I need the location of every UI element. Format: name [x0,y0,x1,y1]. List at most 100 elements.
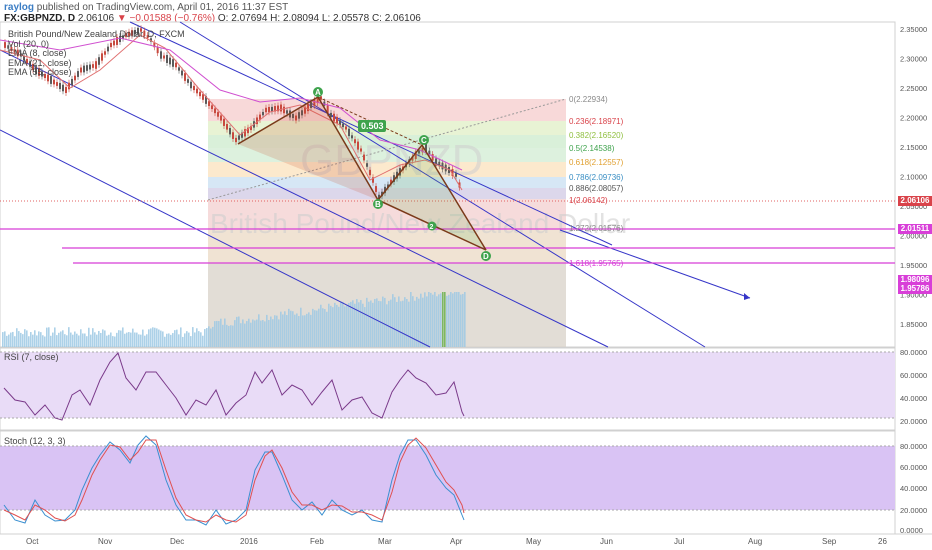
volume-bar [126,332,128,347]
volume-bar [404,297,406,347]
pattern-point-a[interactable]: A [313,87,323,97]
candle-body [92,64,94,68]
volume-bar [70,332,72,347]
rsi-tick: 80.0000 [900,348,927,357]
volume-bar [176,329,178,347]
candle-body [360,148,362,152]
candle-body [271,106,273,112]
price-axis[interactable]: 2.35000 2.30000 2.25000 2.20000 2.15000 2.100… [900,25,927,329]
pattern-point-2[interactable]: 2 [427,221,437,232]
volume-bar [40,332,42,347]
volume-bar [42,335,44,347]
volume-bar [356,299,358,347]
volume-bar [286,315,288,347]
volume-bar [224,318,226,347]
volume-bar [88,327,90,347]
volume-bar [2,332,4,347]
candle-body [77,71,79,77]
time-tick: Jul [674,537,684,546]
candle-body [226,124,228,130]
volume-bar [346,305,348,347]
time-tick: Sep [822,537,837,546]
candle-body [301,110,303,116]
legend-vol[interactable]: Vol (20, 0) [8,38,50,49]
ratio-badge: 0.503 [358,120,386,132]
svg-text:B: B [375,200,381,209]
volume-bar [152,327,154,347]
volume-bar [190,336,192,347]
volume-bar [172,333,174,347]
candle-body [143,30,146,37]
candle-body [32,63,34,71]
pattern-point-c[interactable]: C [419,135,429,145]
volume-bar [74,331,76,347]
stoch-tick: 20.0000 [900,506,927,515]
legend-ema8[interactable]: EMA (8, close) [8,48,67,58]
rsi-axis[interactable]: 80.0000 60.0000 40.0000 20.0000 [900,348,927,426]
time-tick: Nov [98,537,112,546]
volume-bar [396,301,398,347]
time-axis[interactable]: Oct Nov Dec 2016 Feb Mar Apr May Jun Jul Aug Sep 26 [26,537,887,546]
candle-body [435,158,437,166]
candle-body [128,31,130,37]
volume-bar [444,292,446,347]
legend-ema55[interactable]: EMA (55, close) [8,67,72,77]
volume-bar [6,335,8,347]
volume-bar [20,332,22,347]
candle-body [202,94,204,100]
volume-bar [322,308,324,347]
volume-bar [48,327,50,347]
pattern-point-d[interactable]: D [481,251,491,261]
volume-bar [150,328,152,347]
volume-bar [370,300,372,347]
volume-bar [290,310,292,347]
candle-body [65,87,67,93]
time-tick: Oct [26,537,39,546]
volume-bar [194,332,196,347]
pattern-point-b[interactable]: B [373,199,383,209]
support-lines[interactable] [0,228,895,264]
author-link[interactable]: raylog [4,2,35,13]
volume-bar [434,292,436,347]
candle-body [316,97,319,103]
volume-bar [426,296,428,347]
volume-bar [22,334,24,347]
volume-bar [94,332,96,347]
fib-level-label: 0.236(2.18971) [569,117,624,126]
candle-body [247,127,249,134]
legend-ema21[interactable]: EMA (21, close) [8,57,72,68]
volume-bar [240,323,242,347]
volume-bar [108,334,110,347]
volume-bar [156,328,158,347]
price-tick: 1.85000 [900,320,927,329]
legend-title[interactable]: British Pound/New Zealand Dollar, D, FXC… [8,29,185,39]
candle-body [184,73,186,81]
volume-bar [390,299,392,347]
stoch-label[interactable]: Stoch (12, 3, 3) [4,436,66,446]
volume-bar [160,330,162,347]
volume-bar [226,324,228,347]
svg-text:C: C [421,136,427,145]
candle-body [199,91,201,97]
price-tick: 2.30000 [900,55,927,64]
stoch-axis[interactable]: 80.0000 60.0000 40.0000 20.0000 0.0000 [900,442,927,535]
candle-body [26,58,28,64]
candles[interactable] [4,24,461,205]
volume-bar [184,333,186,347]
volume-bar [428,292,430,347]
volume-bar [294,314,296,347]
symbol-label[interactable]: FX:GBPNZD, D [4,13,76,24]
volume-bar [312,308,314,347]
trend-channel[interactable] [0,21,751,348]
volume-bar [414,300,416,347]
volume-bar [234,320,236,347]
volume-bar [440,293,442,347]
volume-bar [410,292,412,347]
candle-body [140,28,142,32]
volume-bar [402,300,404,347]
volume-bar [244,323,246,347]
rsi-label[interactable]: RSI (7, close) [4,352,59,362]
stoch-tick: 0.0000 [900,526,923,535]
volume-bar [418,298,420,347]
